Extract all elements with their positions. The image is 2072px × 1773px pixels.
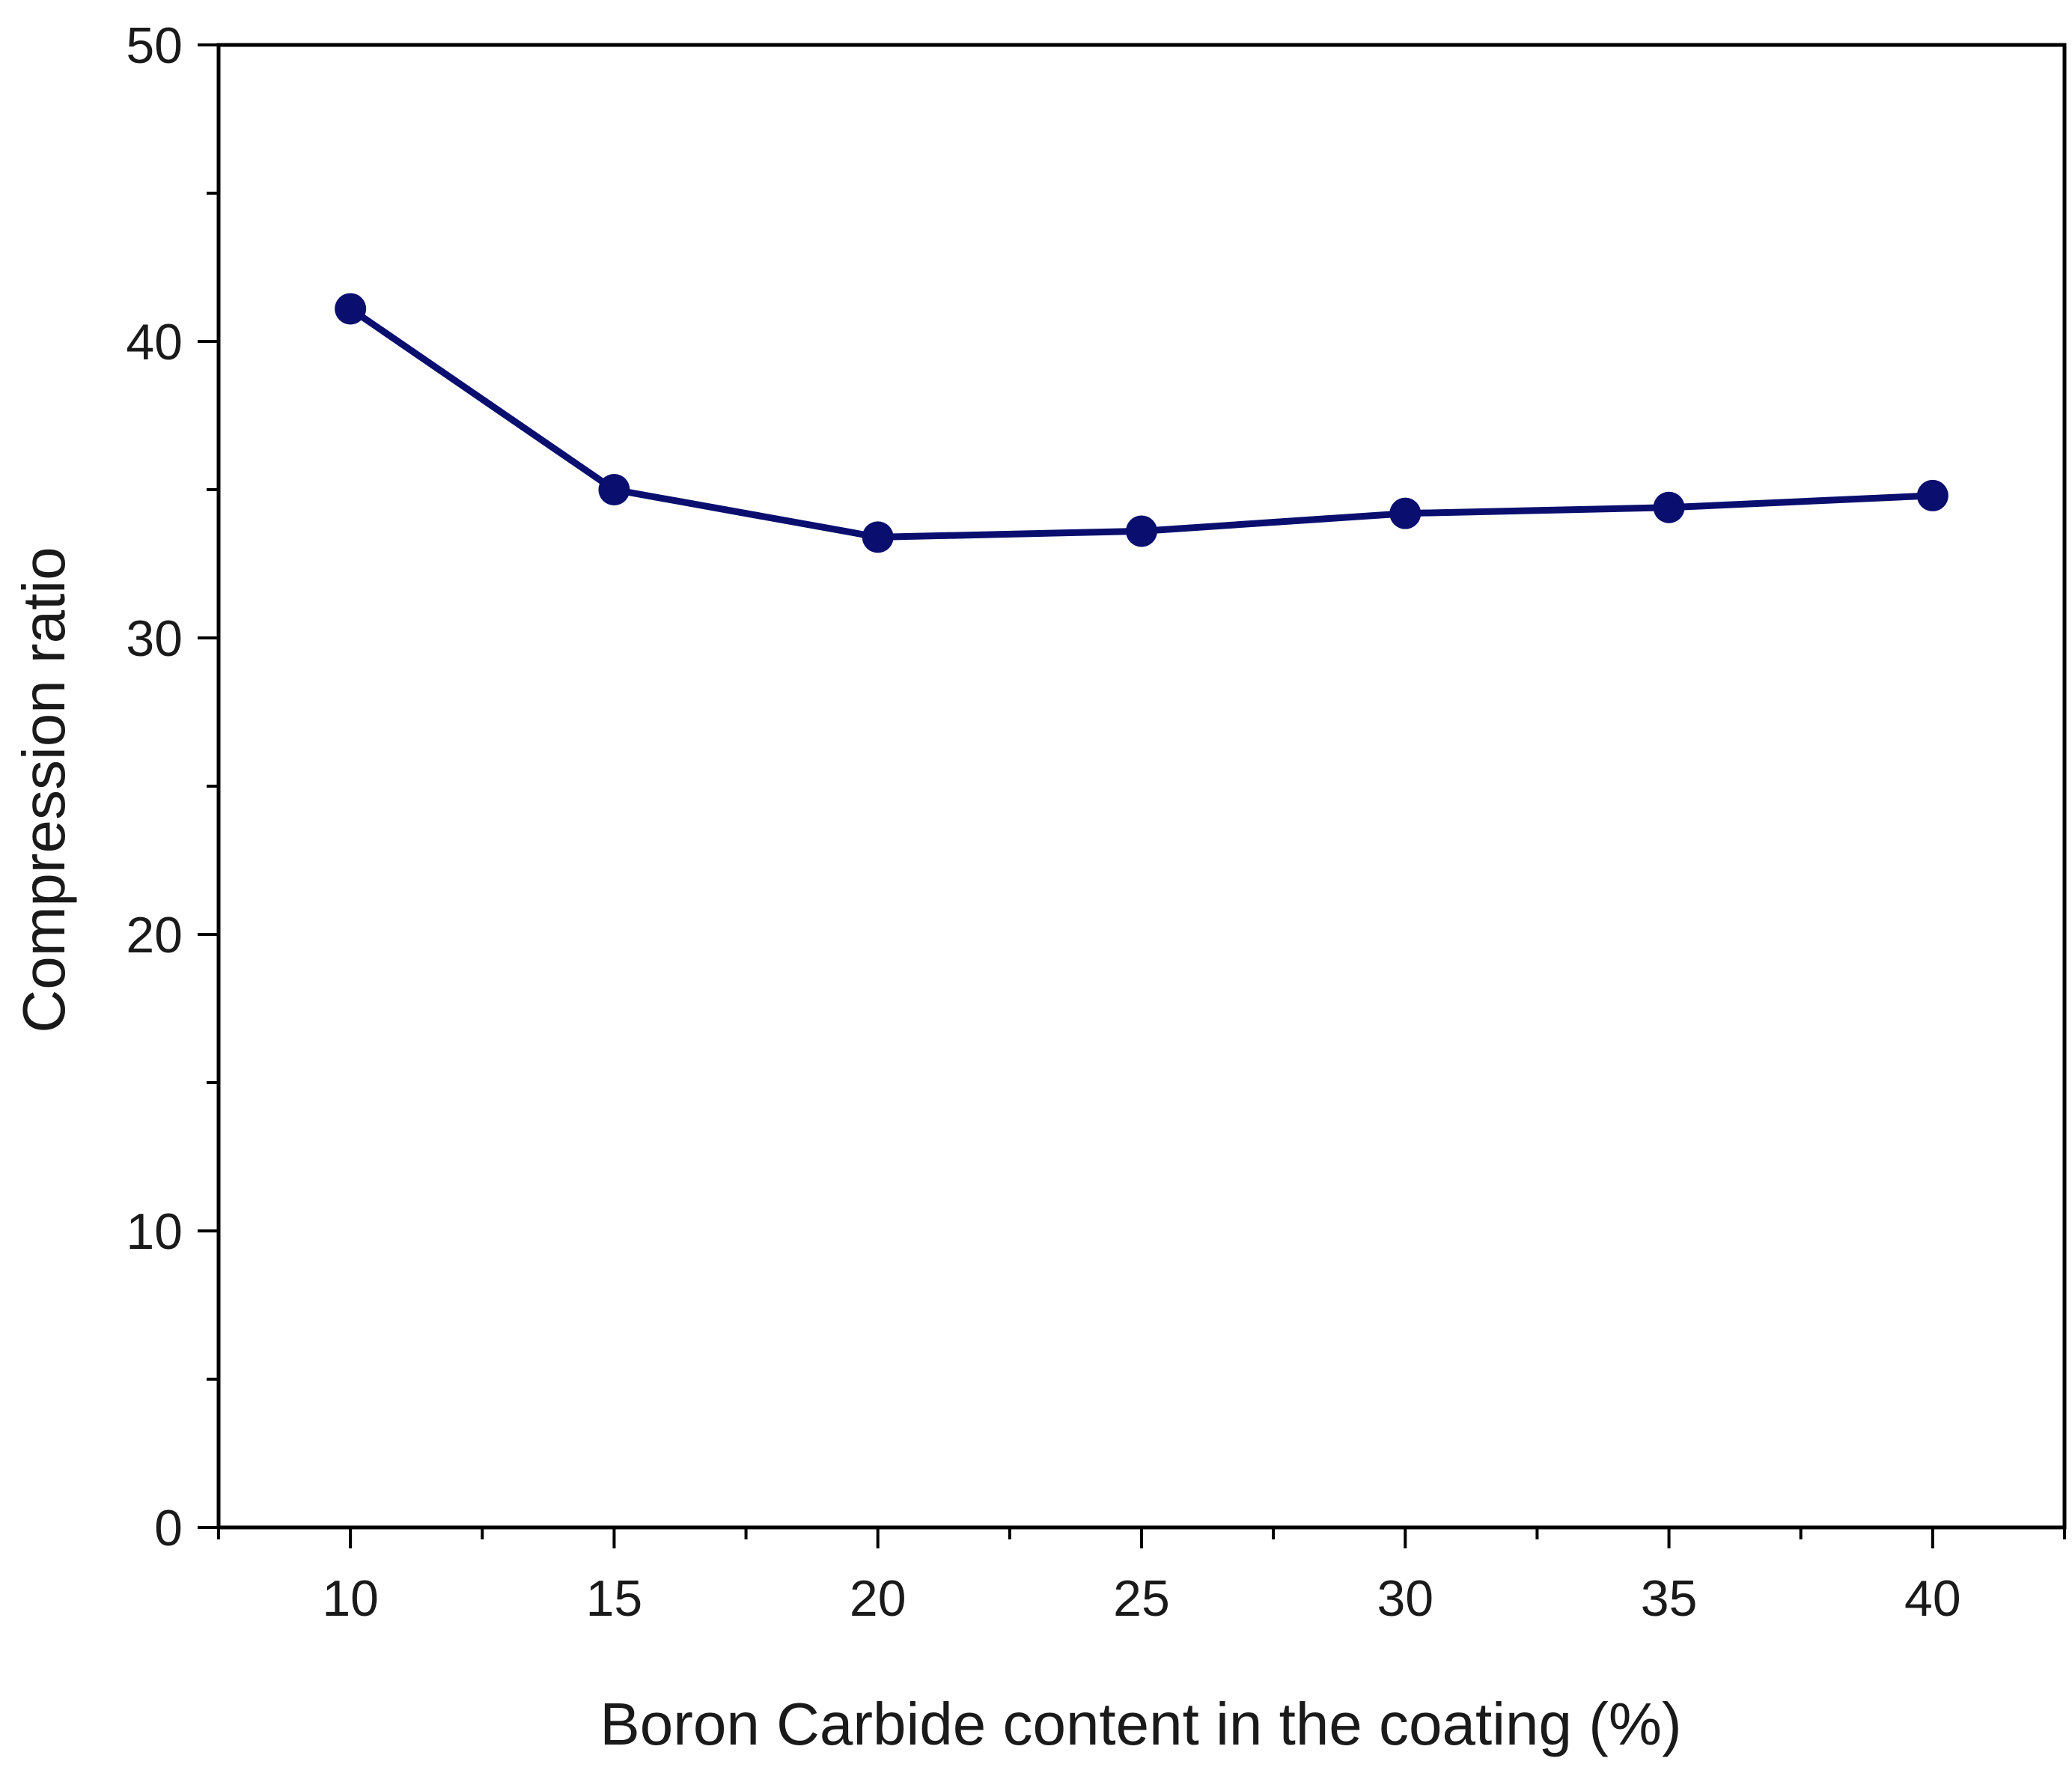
y-tick-label: 40 [126, 314, 183, 371]
y-tick-label: 20 [126, 907, 183, 964]
y-tick-label: 0 [154, 1500, 183, 1557]
x-tick-label: 15 [586, 1570, 643, 1627]
x-tick-label: 35 [1641, 1570, 1698, 1627]
data-point [862, 521, 894, 553]
x-axis-label: Boron Carbide content in the coating (%) [600, 1691, 1681, 1757]
x-tick-label: 30 [1377, 1570, 1433, 1627]
ticks: 0 10 20 30 40 50 10 15 20 25 30 35 40 [126, 17, 2066, 1627]
data-point [1389, 497, 1422, 529]
x-tick-label: 25 [1113, 1570, 1170, 1627]
y-tick-label: 10 [126, 1203, 183, 1260]
x-tick-label: 40 [1904, 1570, 1961, 1627]
y-tick-label: 50 [126, 17, 183, 74]
y-tick-label: 30 [126, 610, 183, 667]
y-axis-label: Compression ratio [10, 547, 77, 1033]
series [335, 293, 1948, 553]
data-point [1653, 491, 1685, 523]
x-tick-label: 20 [850, 1570, 906, 1627]
data-point [598, 474, 630, 505]
data-point [1126, 515, 1157, 547]
data-point [1916, 479, 1948, 511]
data-point [335, 293, 367, 325]
axes [216, 43, 2067, 1530]
plot-frame [216, 43, 2067, 1530]
series-line [348, 305, 1934, 541]
x-tick-label: 10 [322, 1570, 379, 1627]
